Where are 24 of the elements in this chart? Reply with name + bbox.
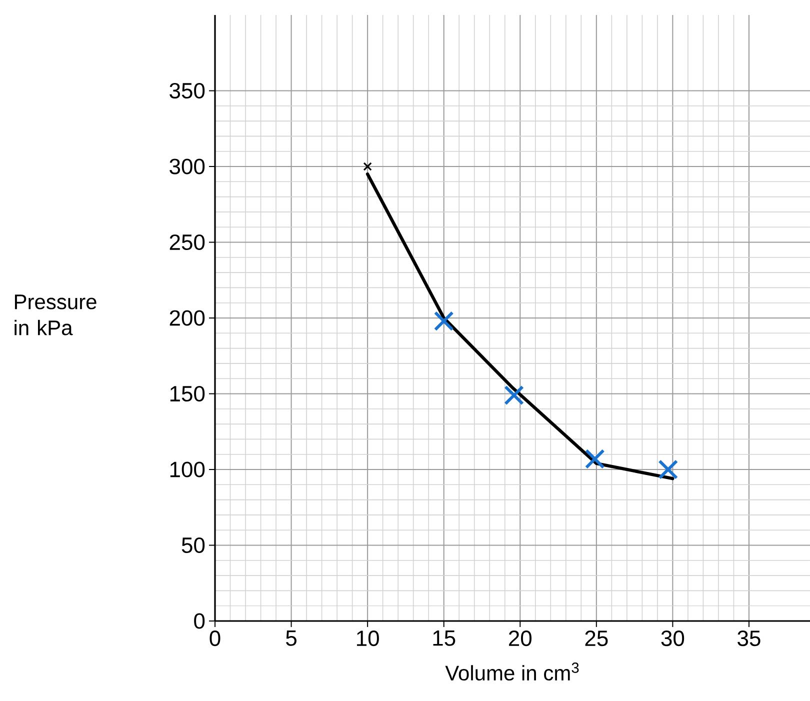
x-tick-label: 0 [210,630,220,646]
point [434,311,454,332]
y-tick-label: 100 [170,462,205,478]
x-tick-label: 5 [286,630,296,646]
y-tick-label: 200 [170,310,205,326]
y-tick-label: 0 [194,613,205,629]
x-tick-label: 15 [433,630,456,646]
y-tick-label: 250 [170,234,205,250]
x-tick-label: 10 [357,630,379,646]
y-tick-label: 50 [182,537,205,554]
x-tick-label: 20 [509,630,532,646]
point [658,460,678,480]
point [584,448,605,469]
x-axis-title: Volume in cm$^{3}$ [445,662,579,681]
y-tick-label: 150 [170,386,205,402]
x-tick-label: 30 [661,630,684,646]
line-series [366,172,674,480]
y-tick-label: 300 [170,158,205,174]
y-axis-title: Pressure in kPa [14,294,96,336]
x-tick-label: 25 [585,630,608,646]
point [504,385,524,406]
y-tick-label: 350 [170,82,205,99]
point [363,162,372,171]
x-tick-label: 35 [738,630,760,646]
